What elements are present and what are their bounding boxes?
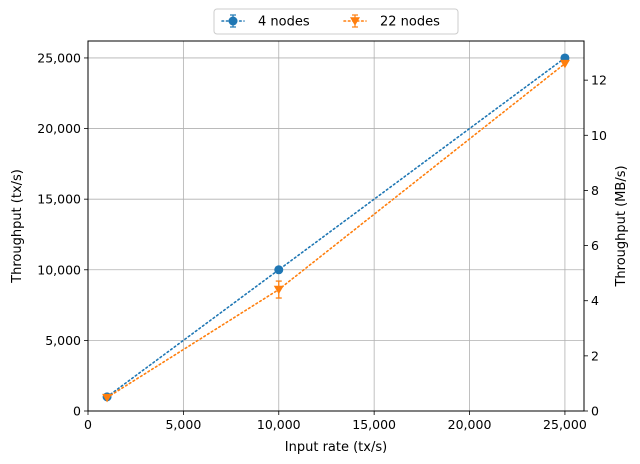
data-point xyxy=(273,285,284,295)
y2-tick-label: 6 xyxy=(591,238,599,253)
legend-box xyxy=(213,8,459,35)
series-line xyxy=(106,57,566,398)
x-tick-label: 10,000 xyxy=(257,417,301,432)
data-point xyxy=(102,393,113,403)
y-tick-label: 5,000 xyxy=(45,333,81,348)
data-point xyxy=(559,59,570,69)
data-point xyxy=(228,16,238,26)
y2-tick-label: 12 xyxy=(591,73,607,88)
legend-item: 22 nodes xyxy=(343,14,440,30)
plot-frame xyxy=(87,40,585,412)
y2-tick-label: 2 xyxy=(591,348,599,363)
y-axis-right: 0 2 4 6 8 10 12 xyxy=(584,73,607,419)
x-axis-label: Input rate (tx/s) xyxy=(285,440,387,455)
x-tick-label: 0 xyxy=(84,417,92,432)
y-tick-label: 25,000 xyxy=(37,50,81,65)
y-tick-label: 10,000 xyxy=(37,262,81,277)
y2-tick-label: 10 xyxy=(591,128,607,143)
y2-tick-label: 8 xyxy=(591,183,599,198)
legend-label: 22 nodes xyxy=(380,15,440,30)
x-tick-label: 15,000 xyxy=(352,417,396,432)
y-axis-label: Throughput (tx/s) xyxy=(10,169,25,284)
legend-item: 4 nodes xyxy=(221,14,310,30)
data-point xyxy=(350,17,360,26)
x-tick-label: 25,000 xyxy=(543,417,587,432)
y-tick-label: 15,000 xyxy=(37,192,81,207)
y2-tick-label: 0 xyxy=(591,404,599,419)
x-tick-label: 20,000 xyxy=(448,417,492,432)
y2-axis-label: Throughput (MB/s) xyxy=(614,165,629,287)
x-axis: 0 5,000 10,000 15,000 20,000 25,000 xyxy=(84,411,587,432)
x-tick-label: 5,000 xyxy=(165,417,201,432)
y-tick-label: 0 xyxy=(73,404,81,419)
legend: 4 nodes 22 nodes xyxy=(213,8,459,35)
y-axis-left: 0 5,000 10,000 15,000 20,000 25,000 xyxy=(37,50,88,419)
y-tick-label: 20,000 xyxy=(37,121,81,136)
series-22-nodes xyxy=(102,59,570,403)
y2-tick-label: 4 xyxy=(591,293,599,308)
data-point xyxy=(274,265,284,275)
legend-label: 4 nodes xyxy=(258,15,310,30)
series-group xyxy=(102,53,570,403)
